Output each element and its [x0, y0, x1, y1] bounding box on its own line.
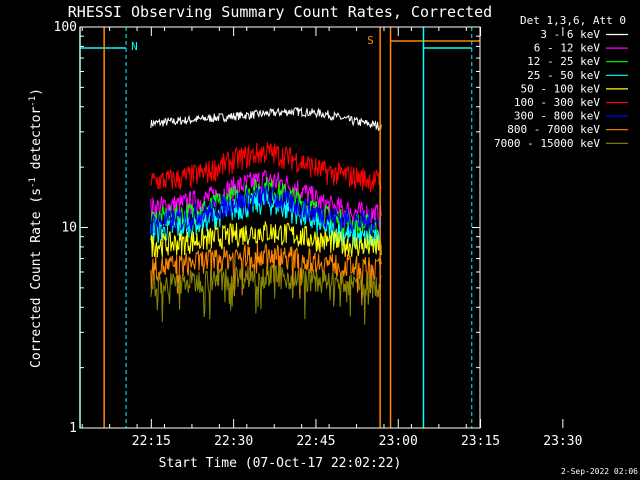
legend-label-7: 300 - 800 keV — [514, 110, 600, 123]
x-tick-label: 22:30 — [214, 434, 253, 449]
chart-title: RHESSI Observing Summary Count Rates, Co… — [68, 3, 492, 21]
x-axis-label: Start Time (07-Oct-17 22:02:22) — [159, 456, 402, 471]
x-tick-label: 23:15 — [461, 434, 500, 449]
legend-label-2: 6 - 12 keV — [534, 42, 601, 55]
y-axis-label-mid: detector — [29, 107, 44, 178]
series-line-9 — [150, 264, 382, 325]
y-axis-label-sup-2: -1 — [28, 96, 38, 107]
y-tick-label: 100 — [54, 20, 77, 35]
legend-label-8: 800 - 7000 keV — [507, 123, 600, 136]
tick-layer: 1 10 100 22:15 22:30 22:45 23:00 23:15 23:30 — [54, 20, 583, 449]
flag-label-s: S — [367, 34, 374, 47]
y-axis-label: Corrected Count Rate (s-1 detector-1) — [28, 88, 44, 368]
legend-label-5: 50 - 100 keV — [521, 82, 601, 95]
legend-label-1: 3 - 6 keV — [540, 28, 600, 41]
y-axis-label-text: Corrected Count Rate (s — [29, 188, 44, 368]
x-tick-label: 23:00 — [379, 434, 418, 449]
series-line-1 — [150, 106, 382, 132]
x-tick-label: 22:45 — [296, 434, 335, 449]
y-tick-label: 10 — [61, 221, 77, 236]
legend-label-6: 100 - 300 keV — [514, 96, 600, 109]
y-tick-label: 1 — [69, 421, 77, 436]
plot-data-layer — [150, 106, 382, 325]
y-axis-label-sup-1: -1 — [28, 177, 38, 188]
legend-label-4: 25 - 50 keV — [527, 69, 600, 82]
legend-header: Det 1,3,6, Att 0 — [520, 14, 626, 27]
series-line-7 — [150, 185, 382, 237]
flag-label-n: N — [131, 40, 138, 53]
x-tick-label: 23:30 — [543, 434, 582, 449]
series-line-5 — [150, 221, 382, 258]
x-tick-label: 22:15 — [132, 434, 171, 449]
legend-label-3: 12 - 25 keV — [527, 55, 600, 68]
legend-label-9: 7000 - 15000 keV — [494, 137, 600, 150]
series-line-6 — [150, 142, 382, 193]
footer-timestamp: 2-Sep-2022 02:06 — [561, 467, 638, 476]
y-axis-label-end: ) — [29, 88, 44, 96]
series-line-8 — [150, 242, 382, 306]
